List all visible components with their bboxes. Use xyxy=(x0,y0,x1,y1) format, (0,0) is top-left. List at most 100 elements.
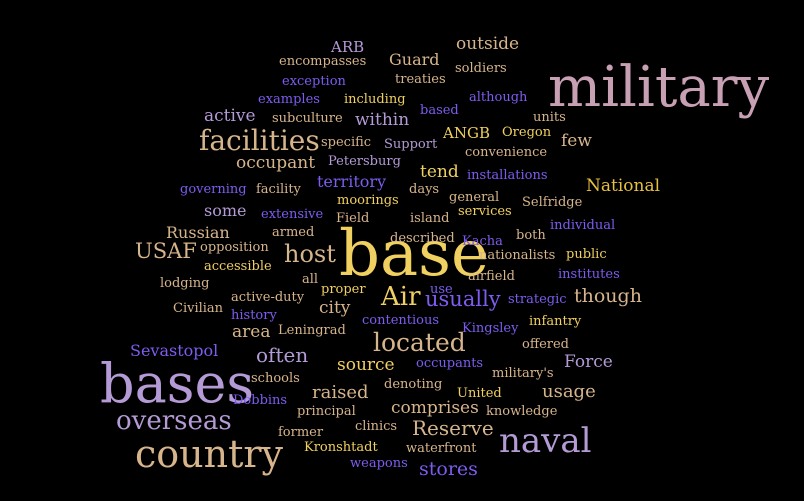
word: treaties xyxy=(395,72,446,87)
word: occupants xyxy=(416,356,484,371)
word: all xyxy=(302,272,319,287)
word: often xyxy=(256,343,309,367)
word: Reserve xyxy=(412,416,494,440)
word: USAF xyxy=(135,239,197,263)
word: Kingsley xyxy=(462,321,519,336)
word: strategic xyxy=(508,292,567,307)
word: overseas xyxy=(116,406,232,436)
word: military xyxy=(548,55,770,120)
word: source xyxy=(337,355,395,375)
word: Oregon xyxy=(502,125,552,140)
word: island xyxy=(410,211,450,226)
word: encompasses xyxy=(279,54,367,69)
word: general xyxy=(449,190,500,205)
word: airfield xyxy=(468,269,515,284)
word: Dobbins xyxy=(233,393,288,408)
word: city xyxy=(319,298,351,318)
word: extensive xyxy=(261,207,324,222)
word: waterfront xyxy=(406,441,477,456)
word: contentious xyxy=(362,313,440,328)
word: usage xyxy=(542,381,596,402)
word: infantry xyxy=(529,314,582,329)
word: Sevastopol xyxy=(130,341,219,360)
word: ARB xyxy=(331,38,365,56)
word: raised xyxy=(312,382,369,403)
word: based xyxy=(420,103,459,118)
word: occupant xyxy=(236,153,316,173)
word: Kronshtadt xyxy=(304,440,378,455)
word: opposition xyxy=(200,240,269,255)
word: Petersburg xyxy=(328,154,401,169)
word: Guard xyxy=(389,50,440,69)
word: few xyxy=(561,131,592,151)
word: subculture xyxy=(272,111,343,126)
word: offered xyxy=(522,337,569,352)
word: convenience xyxy=(465,145,548,160)
word: located xyxy=(373,328,466,357)
word: public xyxy=(566,247,607,262)
word: facilities xyxy=(199,124,320,157)
word: lodging xyxy=(160,276,210,291)
word: host xyxy=(284,240,336,268)
word: soldiers xyxy=(455,61,507,76)
word: country xyxy=(135,432,284,476)
word: use xyxy=(430,282,453,297)
word: though xyxy=(574,285,642,307)
word: former xyxy=(278,425,324,440)
word: territory xyxy=(317,172,387,191)
word: within xyxy=(355,110,410,130)
word: services xyxy=(458,204,512,219)
word: proper xyxy=(321,282,366,297)
word: accessible xyxy=(204,259,272,274)
word: installations xyxy=(467,168,548,183)
word: denoting xyxy=(384,377,443,392)
word: weapons xyxy=(350,456,408,471)
word: active-duty xyxy=(231,290,305,305)
word: specific xyxy=(321,135,372,150)
word: principal xyxy=(297,404,356,419)
word: Support xyxy=(384,137,438,152)
word: bases xyxy=(100,352,255,415)
word: individual xyxy=(550,218,616,233)
word: days xyxy=(409,182,440,197)
word: governing xyxy=(180,182,247,197)
word: although xyxy=(469,90,528,105)
word: some xyxy=(204,201,247,220)
word: schools xyxy=(251,371,300,386)
word: Leningrad xyxy=(278,323,346,338)
word: naval xyxy=(499,421,592,461)
word: knowledge xyxy=(486,404,558,419)
word: tend xyxy=(420,162,459,182)
word: Air xyxy=(381,282,421,312)
word: usually xyxy=(425,287,501,311)
word: stores xyxy=(419,458,478,480)
word: described xyxy=(390,231,455,246)
word: clinics xyxy=(355,419,398,434)
word: Civilian xyxy=(173,301,224,316)
word: history xyxy=(231,308,277,323)
word: base xyxy=(339,217,489,291)
word: armed xyxy=(272,225,315,240)
word: institutes xyxy=(558,267,620,282)
word: comprises xyxy=(391,398,479,418)
word: Field xyxy=(336,211,370,226)
word: area xyxy=(232,322,271,342)
word: Force xyxy=(564,352,613,372)
word: units xyxy=(533,110,566,125)
word: Kacha xyxy=(462,234,503,249)
word: ANGB xyxy=(443,124,490,142)
word: exception xyxy=(282,74,346,89)
word: facility xyxy=(256,182,301,197)
word: Russian xyxy=(166,223,230,242)
word: examples xyxy=(258,92,320,107)
word: both xyxy=(516,228,546,243)
word: including xyxy=(344,92,406,107)
word: military's xyxy=(492,366,554,381)
word: outside xyxy=(456,34,520,54)
word: moorings xyxy=(337,193,399,208)
word: United xyxy=(457,386,502,401)
word: active xyxy=(204,106,256,126)
word: nationalists xyxy=(479,248,556,263)
word: National xyxy=(586,176,661,196)
